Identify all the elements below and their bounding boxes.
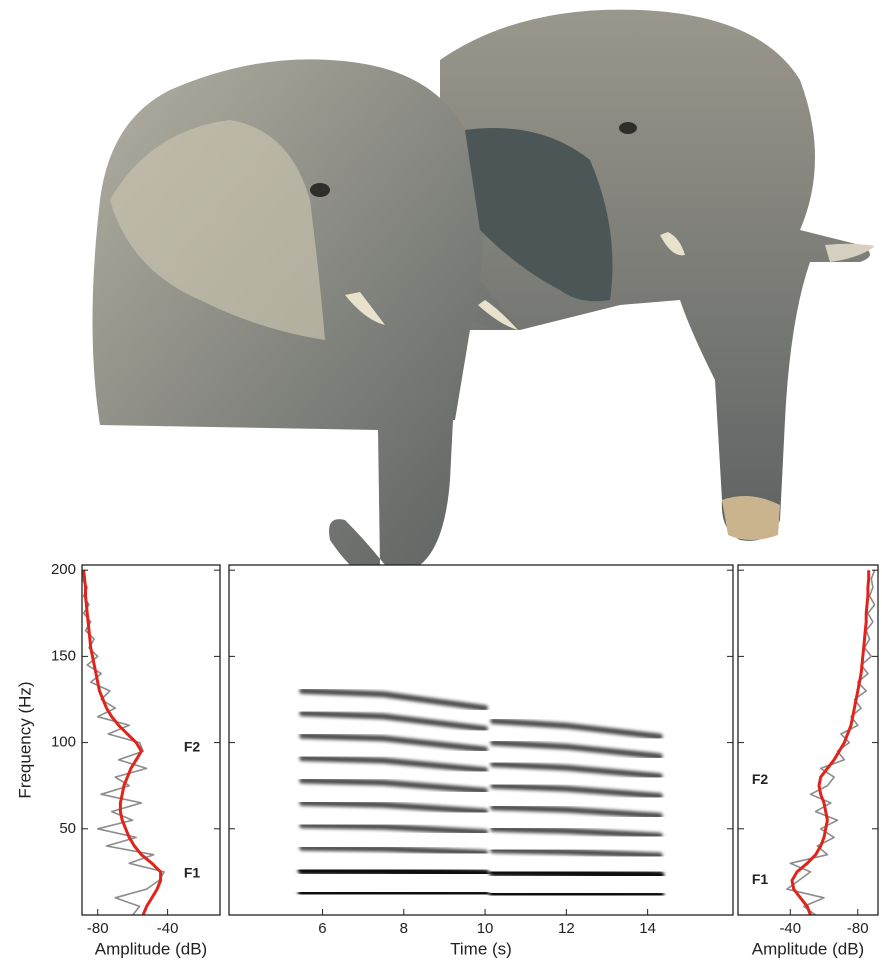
formant-label: F2 <box>184 738 201 754</box>
y-tick-label: 50 <box>59 820 76 837</box>
y-tick-label: 200 <box>51 561 76 578</box>
plot-background <box>229 565 733 915</box>
figure: F2 F1 50 100 150 200 -80 -40 Amplitude (dB) Frequ… <box>0 0 882 968</box>
y-tick-label: 100 <box>51 734 76 751</box>
x-tick-label: 10 <box>477 920 494 937</box>
x-tick-label: -40 <box>157 920 179 937</box>
elephant-photo <box>93 10 876 565</box>
x-tick-label: -40 <box>779 920 801 937</box>
x-tick-label: 6 <box>318 920 326 937</box>
y-tick-label: 150 <box>51 647 76 664</box>
x-tick-label: -80 <box>87 920 109 937</box>
x-axis-label: Time (s) <box>450 939 512 958</box>
x-axis-label: Amplitude (dB) <box>752 939 864 958</box>
harmonic-band <box>302 893 485 895</box>
formant-label: F2 <box>752 771 769 787</box>
x-tick-label: 14 <box>639 920 656 937</box>
eye <box>619 122 637 134</box>
x-tick-label: 12 <box>558 920 575 937</box>
formant-label: F1 <box>184 864 201 880</box>
elephant-right <box>440 10 870 541</box>
x-tick-label: -80 <box>847 920 869 937</box>
trunk-tip <box>722 496 780 540</box>
y-axis-label: Frequency (Hz) <box>15 681 34 798</box>
eye <box>310 183 330 197</box>
x-tick-label: 8 <box>400 920 408 937</box>
harmonic-band <box>493 893 660 895</box>
page: {"chart_data": [ {"type": "spectrum", "y… <box>0 0 882 968</box>
x-axis-label: Amplitude (dB) <box>95 939 207 958</box>
harmonic-band <box>302 870 485 873</box>
harmonic-band <box>493 872 660 875</box>
formant-label: F1 <box>752 871 769 887</box>
plots: F2 F1 50 100 150 200 -80 -40 Amplitude (dB) Frequ… <box>15 561 878 958</box>
